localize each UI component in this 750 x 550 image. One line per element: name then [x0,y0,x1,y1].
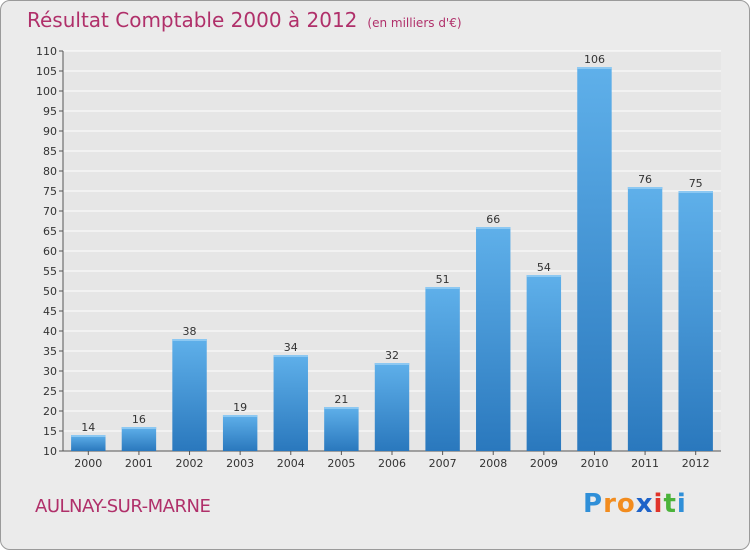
data-label: 75 [689,177,703,190]
data-label: 21 [334,393,348,406]
bar [476,227,511,451]
y-tick-label: 110 [36,45,57,58]
bar [526,275,562,451]
y-tick-label: 15 [43,425,57,438]
bar [577,67,612,451]
bar-top-highlight [222,415,258,417]
data-label: 51 [436,273,450,286]
bar-top-highlight [425,287,460,289]
bar [627,187,663,451]
logo-letter: P [583,489,604,519]
y-tick-label: 35 [43,345,57,358]
bar-top-highlight [476,227,511,229]
y-tick-label: 20 [43,405,57,418]
bar-top-highlight [577,67,612,69]
bar-top-highlight [71,435,106,437]
bar-top-highlight [374,363,410,365]
bar [425,287,460,451]
data-label: 54 [537,261,551,274]
y-tick-label: 45 [43,305,57,318]
y-tick-label: 85 [43,145,57,158]
y-tick-label: 80 [43,165,57,178]
bar-top-highlight [324,407,359,409]
data-label: 14 [81,421,95,434]
bar [71,435,106,451]
x-tick-label: 2006 [378,457,406,470]
y-tick-label: 30 [43,365,57,378]
x-tick-label: 2008 [479,457,507,470]
logo-letter: i [653,489,664,519]
bar [324,407,359,451]
x-tick-label: 2001 [125,457,153,470]
y-tick-label: 55 [43,265,57,278]
y-tick-label: 65 [43,225,57,238]
y-tick-label: 100 [36,85,57,98]
logo-letter: o [616,489,636,519]
y-tick-label: 105 [36,65,57,78]
bar-top-highlight [172,339,207,341]
logo-letter: i [676,489,687,519]
y-tick-label: 60 [43,245,57,258]
logo-letter: r [603,489,617,519]
x-tick-label: 2012 [682,457,710,470]
x-tick-label: 2004 [277,457,305,470]
x-tick-label: 2010 [580,457,608,470]
y-tick-label: 90 [43,125,57,138]
bar [172,339,207,451]
chart-title-text: Résultat Comptable 2000 à 2012 [27,8,358,32]
x-tick-label: 2011 [631,457,659,470]
data-label: 38 [183,325,197,338]
y-tick-label: 50 [43,285,57,298]
logo-letter: x [635,489,654,519]
data-label: 32 [385,349,399,362]
chart-subtitle: (en milliers d'€) [367,16,462,30]
bar-top-highlight [678,191,713,193]
data-label: 66 [486,213,500,226]
bar-top-highlight [526,275,562,277]
x-tick-label: 2000 [74,457,102,470]
bar-top-highlight [627,187,663,189]
x-tick-label: 2009 [530,457,558,470]
y-tick-label: 10 [43,445,57,458]
y-tick-label: 25 [43,385,57,398]
proxiti-logo: Proxiti [583,489,687,519]
data-label: 16 [132,413,146,426]
y-tick-label: 95 [43,105,57,118]
data-label: 19 [233,401,247,414]
logo-letter: t [663,489,677,519]
x-tick-label: 2005 [327,457,355,470]
y-tick-label: 75 [43,185,57,198]
bar-top-highlight [273,355,308,357]
x-tick-label: 2003 [226,457,254,470]
data-label: 106 [584,53,605,66]
bar-top-highlight [121,427,157,429]
bar [678,191,713,451]
x-tick-label: 2007 [429,457,457,470]
data-label: 76 [638,173,652,186]
y-tick-label: 70 [43,205,57,218]
bar [374,363,410,451]
y-tick-label: 40 [43,325,57,338]
bar [273,355,308,451]
x-tick-label: 2002 [176,457,204,470]
data-label: 34 [284,341,298,354]
bar [121,427,157,451]
commune-name: AULNAY-SUR-MARNE [35,496,211,517]
bar [222,415,258,451]
chart-title: Résultat Comptable 2000 à 2012 (en millie… [27,8,462,32]
